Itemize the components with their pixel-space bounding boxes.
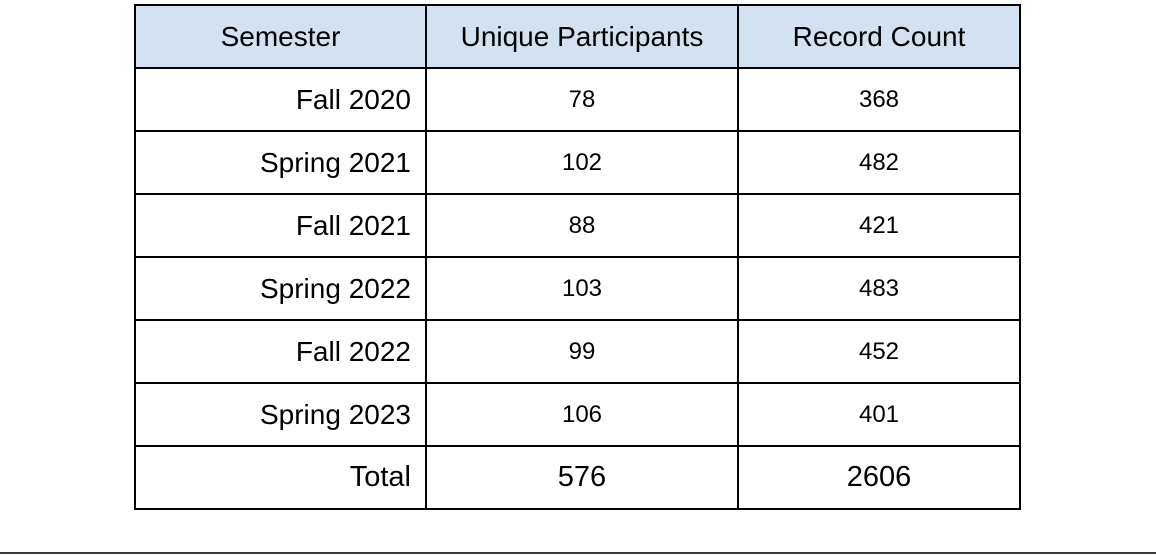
bottom-divider <box>0 552 1156 554</box>
participants-cell: 103 <box>425 256 739 321</box>
table-row: Fall 2022 99 452 <box>134 319 1021 384</box>
table-row: Spring 2022 103 483 <box>134 256 1021 321</box>
header-row: Semester Unique Participants Record Coun… <box>134 4 1021 69</box>
table-row: Spring 2023 106 401 <box>134 382 1021 447</box>
records-cell: 452 <box>737 319 1021 384</box>
participants-cell: 78 <box>425 67 739 132</box>
data-table: Semester Unique Participants Record Coun… <box>134 4 1021 510</box>
header-record-count: Record Count <box>737 4 1021 69</box>
semester-cell: Fall 2022 <box>134 319 427 384</box>
records-cell: 401 <box>737 382 1021 447</box>
semester-cell: Spring 2022 <box>134 256 427 321</box>
total-label: Total <box>134 445 427 510</box>
total-participants: 576 <box>425 445 739 510</box>
table-row: Fall 2021 88 421 <box>134 193 1021 258</box>
total-row: Total 576 2606 <box>134 445 1021 510</box>
records-cell: 482 <box>737 130 1021 195</box>
semester-cell: Fall 2021 <box>134 193 427 258</box>
header-semester: Semester <box>134 4 427 69</box>
total-records: 2606 <box>737 445 1021 510</box>
semester-cell: Spring 2023 <box>134 382 427 447</box>
records-cell: 483 <box>737 256 1021 321</box>
records-cell: 368 <box>737 67 1021 132</box>
semester-cell: Fall 2020 <box>134 67 427 132</box>
table-row: Fall 2020 78 368 <box>134 67 1021 132</box>
participants-cell: 106 <box>425 382 739 447</box>
header-unique-participants: Unique Participants <box>425 4 739 69</box>
records-cell: 421 <box>737 193 1021 258</box>
table-row: Spring 2021 102 482 <box>134 130 1021 195</box>
participants-cell: 102 <box>425 130 739 195</box>
semester-cell: Spring 2021 <box>134 130 427 195</box>
participants-cell: 88 <box>425 193 739 258</box>
participants-cell: 99 <box>425 319 739 384</box>
